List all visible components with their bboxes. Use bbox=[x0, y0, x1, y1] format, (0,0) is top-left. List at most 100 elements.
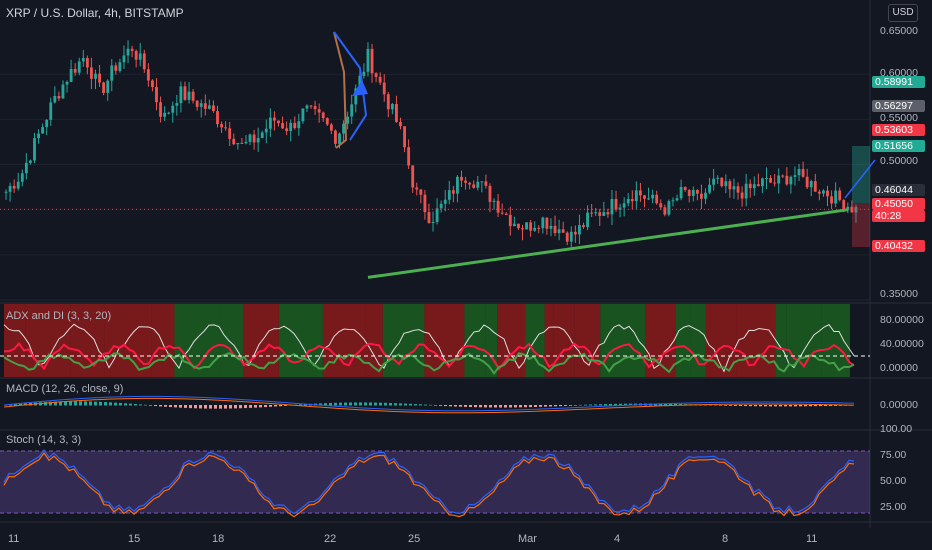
macd-histogram-bar bbox=[234, 405, 237, 409]
candle-body bbox=[716, 177, 720, 179]
macd-histogram-bar bbox=[324, 403, 327, 406]
macd-histogram-bar bbox=[449, 405, 452, 407]
price-label: 0.40432 bbox=[872, 240, 925, 252]
position-target-zone bbox=[852, 146, 870, 203]
macd-histogram-bar bbox=[109, 402, 112, 406]
arrow-marker bbox=[352, 80, 368, 96]
macd-histogram-bar bbox=[129, 403, 132, 406]
macd-histogram-bar bbox=[754, 405, 757, 407]
candle-body bbox=[37, 133, 40, 139]
candle-body bbox=[610, 198, 614, 215]
candle-body bbox=[419, 189, 423, 195]
macd-label[interactable]: MACD (12, 26, close, 9) bbox=[6, 383, 124, 395]
candle-body bbox=[805, 176, 809, 188]
stoch-label[interactable]: Stoch (14, 3, 3) bbox=[6, 434, 82, 446]
macd-histogram-bar bbox=[719, 405, 722, 406]
macd-histogram-bar bbox=[114, 402, 117, 406]
macd-histogram-bar bbox=[409, 403, 412, 406]
candle-body bbox=[553, 225, 557, 234]
candle-body bbox=[57, 96, 61, 99]
candle-body bbox=[691, 190, 695, 196]
candle-body bbox=[81, 57, 85, 62]
candle-body bbox=[264, 128, 268, 133]
candle-body bbox=[126, 48, 130, 56]
macd-histogram-bar bbox=[199, 405, 202, 409]
candle-body bbox=[765, 177, 768, 179]
macd-histogram-bar bbox=[799, 405, 802, 407]
candle-body bbox=[216, 111, 219, 125]
candle-body bbox=[834, 190, 838, 204]
candle-body bbox=[797, 169, 801, 176]
candle-body bbox=[163, 112, 167, 117]
candle-body bbox=[146, 69, 150, 81]
macd-histogram-bar bbox=[514, 405, 517, 408]
macd-histogram-bar bbox=[469, 405, 472, 408]
price-label: 0.45050 bbox=[872, 198, 925, 210]
x-axis-label: 22 bbox=[324, 533, 337, 545]
adx-band bbox=[242, 304, 279, 377]
macd-histogram-bar bbox=[534, 405, 537, 407]
candle-body bbox=[313, 106, 317, 110]
candle-body bbox=[793, 175, 797, 177]
candle-body bbox=[521, 228, 524, 230]
macd-histogram-bar bbox=[359, 402, 362, 406]
wedge-drawing bbox=[333, 31, 348, 149]
stoch-tick: 25.00 bbox=[880, 501, 907, 513]
candle-body bbox=[744, 183, 748, 199]
candle-body bbox=[704, 192, 707, 199]
candle-body bbox=[468, 182, 472, 185]
macd-histogram-bar bbox=[824, 405, 827, 407]
candle-body bbox=[748, 183, 752, 189]
adx-band bbox=[574, 304, 601, 377]
candle-body bbox=[45, 119, 49, 128]
candle-body bbox=[334, 130, 337, 144]
x-axis-label: 18 bbox=[212, 533, 225, 545]
macd-histogram-bar bbox=[669, 403, 672, 406]
candle-body bbox=[683, 186, 687, 191]
macd-histogram-bar bbox=[124, 403, 127, 406]
macd-histogram-bar bbox=[259, 405, 262, 408]
macd-histogram-bar bbox=[274, 405, 277, 407]
currency-button[interactable]: USD bbox=[888, 4, 918, 22]
candle-body bbox=[301, 108, 305, 122]
candle-body bbox=[411, 165, 415, 188]
candle-body bbox=[106, 80, 110, 93]
macd-histogram-bar bbox=[169, 405, 172, 408]
macd-line bbox=[3, 395, 855, 412]
x-axis-label: 25 bbox=[408, 533, 421, 545]
macd-histogram-bar bbox=[99, 401, 102, 406]
candle-body bbox=[277, 120, 280, 124]
candle-body bbox=[830, 196, 833, 204]
macd-histogram-bar bbox=[734, 405, 737, 406]
symbol-title[interactable]: XRP / U.S. Dollar, 4h, BITSTAMP bbox=[6, 6, 184, 20]
macd-histogram-bar bbox=[354, 402, 357, 406]
adx-band bbox=[25, 304, 71, 377]
candle-body bbox=[69, 68, 73, 82]
price-tick: 0.35000 bbox=[880, 288, 918, 300]
macd-histogram-bar bbox=[89, 401, 92, 406]
candle-body bbox=[354, 88, 358, 105]
candle-body bbox=[500, 212, 504, 214]
macd-histogram-bar bbox=[414, 404, 417, 406]
candle-body bbox=[606, 212, 610, 215]
candle-body bbox=[175, 103, 179, 106]
candle-body bbox=[358, 75, 362, 89]
macd-histogram-bar bbox=[154, 405, 157, 407]
candle-body bbox=[634, 190, 638, 202]
candle-body bbox=[618, 207, 622, 210]
candle-body bbox=[594, 212, 598, 214]
candle-body bbox=[826, 190, 829, 197]
adx-tick: 80.00000 bbox=[880, 314, 924, 326]
candle-body bbox=[179, 86, 183, 104]
macd-histogram-bar bbox=[134, 404, 137, 406]
price-label: 0.58991 bbox=[872, 76, 925, 88]
adx-label[interactable]: ADX and DI (3, 3, 20) bbox=[6, 310, 112, 322]
candle-body bbox=[643, 195, 646, 199]
candle-body bbox=[549, 225, 553, 229]
macd-histogram-bar bbox=[619, 403, 622, 406]
macd-histogram-bar bbox=[674, 403, 677, 406]
macd-histogram-bar bbox=[784, 405, 787, 407]
candle-body bbox=[191, 91, 195, 101]
candle-body bbox=[809, 181, 813, 188]
